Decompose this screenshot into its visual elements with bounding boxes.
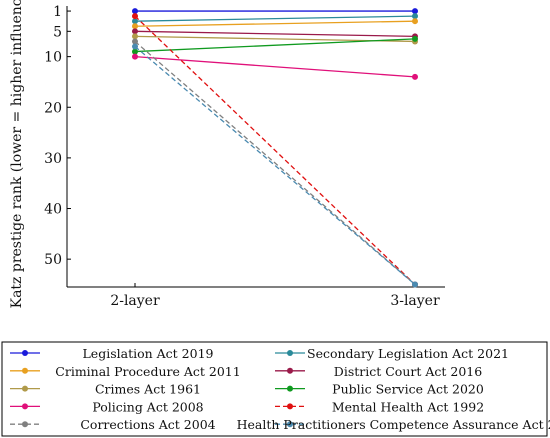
series-point-9-0 xyxy=(132,43,138,50)
legend-label-2-1: Public Service Act 2020 xyxy=(332,382,484,397)
x-tick-label-0: 2-layer xyxy=(110,293,160,309)
legend-swatch-marker-3-1 xyxy=(287,403,293,410)
y-tick-label-5: 40 xyxy=(44,202,62,218)
y-tick-label-4: 30 xyxy=(44,151,62,167)
legend-swatch-marker-0-1 xyxy=(287,350,293,356)
legend: Legislation Act 2019 Secondary Legislatio… xyxy=(1,341,550,437)
legend-swatch-marker-2-1 xyxy=(287,385,293,392)
series-point-4-0 xyxy=(132,33,138,40)
y-tick-label-0: 1 xyxy=(53,4,62,20)
legend-label-0-1: Secondary Legislation Act 2021 xyxy=(307,346,509,361)
y-tick-label-2: 10 xyxy=(44,50,62,66)
y-tick-label-3: 20 xyxy=(44,100,62,116)
series-point-7-0 xyxy=(132,13,138,20)
series-line-6 xyxy=(134,55,416,78)
legend-swatch-marker-1-0 xyxy=(22,367,28,374)
series-line-5 xyxy=(134,38,416,53)
series-line-7 xyxy=(134,15,416,285)
legend-box xyxy=(1,341,548,437)
series-point-6-0 xyxy=(132,53,138,60)
legend-label-1-0: Criminal Procedure Act 2011 xyxy=(55,364,240,379)
y-axis-label: Katz prestige rank (lower = higher influ… xyxy=(9,0,25,308)
legend-swatch-marker-4-0 xyxy=(22,421,28,428)
series-point-6-1 xyxy=(412,73,418,80)
series-point-1-1 xyxy=(412,13,418,20)
series-point-0-0 xyxy=(132,8,138,15)
legend-label-3-0: Policing Act 2008 xyxy=(92,399,203,414)
legend-swatch-marker-4-1 xyxy=(287,421,293,428)
series-line-2 xyxy=(134,20,416,27)
series-line-9 xyxy=(134,46,416,285)
plot-area: 1 5 10 20 30 40 50 2-layer 3-layer Katz prestige … xyxy=(9,0,445,309)
legend-label-1-1: District Court Act 2016 xyxy=(334,364,482,379)
series-line-3 xyxy=(134,30,416,38)
y-tick-label-1: 5 xyxy=(53,24,62,40)
legend-swatch-marker-3-0 xyxy=(22,403,28,410)
legend-label-2-0: Crimes Act 1961 xyxy=(95,382,201,397)
legend-swatch-marker-2-0 xyxy=(22,385,28,392)
legend-label-3-1: Mental Health Act 1992 xyxy=(332,399,484,414)
series-point-2-0 xyxy=(132,23,138,30)
series-point-1-0 xyxy=(132,18,138,25)
x-tick-label-1: 3-layer xyxy=(390,293,440,309)
series-point-5-1 xyxy=(412,35,418,42)
series-point-2-1 xyxy=(412,18,418,25)
series-point-5-0 xyxy=(132,48,138,55)
y-tick-label-6: 50 xyxy=(44,252,62,268)
series-point-9-1 xyxy=(412,281,418,288)
legend-swatch-marker-1-1 xyxy=(287,367,293,374)
legend-swatch-marker-0-0 xyxy=(22,350,28,356)
legend-label-4-0: Corrections Act 2004 xyxy=(80,417,215,432)
legend-label-0-0: Legislation Act 2019 xyxy=(83,346,214,361)
series-line-8 xyxy=(134,40,416,285)
series-point-8-0 xyxy=(132,38,138,45)
series-point-0-1 xyxy=(412,8,418,15)
series-point-3-0 xyxy=(132,28,138,35)
legend-label-4-1: Health Practitioners Competence Assuranc… xyxy=(237,417,550,432)
series-line-1 xyxy=(134,15,416,22)
